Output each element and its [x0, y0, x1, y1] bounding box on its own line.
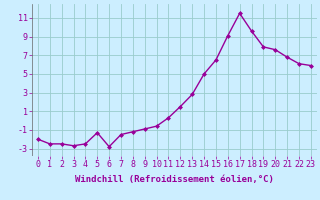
X-axis label: Windchill (Refroidissement éolien,°C): Windchill (Refroidissement éolien,°C) — [75, 175, 274, 184]
